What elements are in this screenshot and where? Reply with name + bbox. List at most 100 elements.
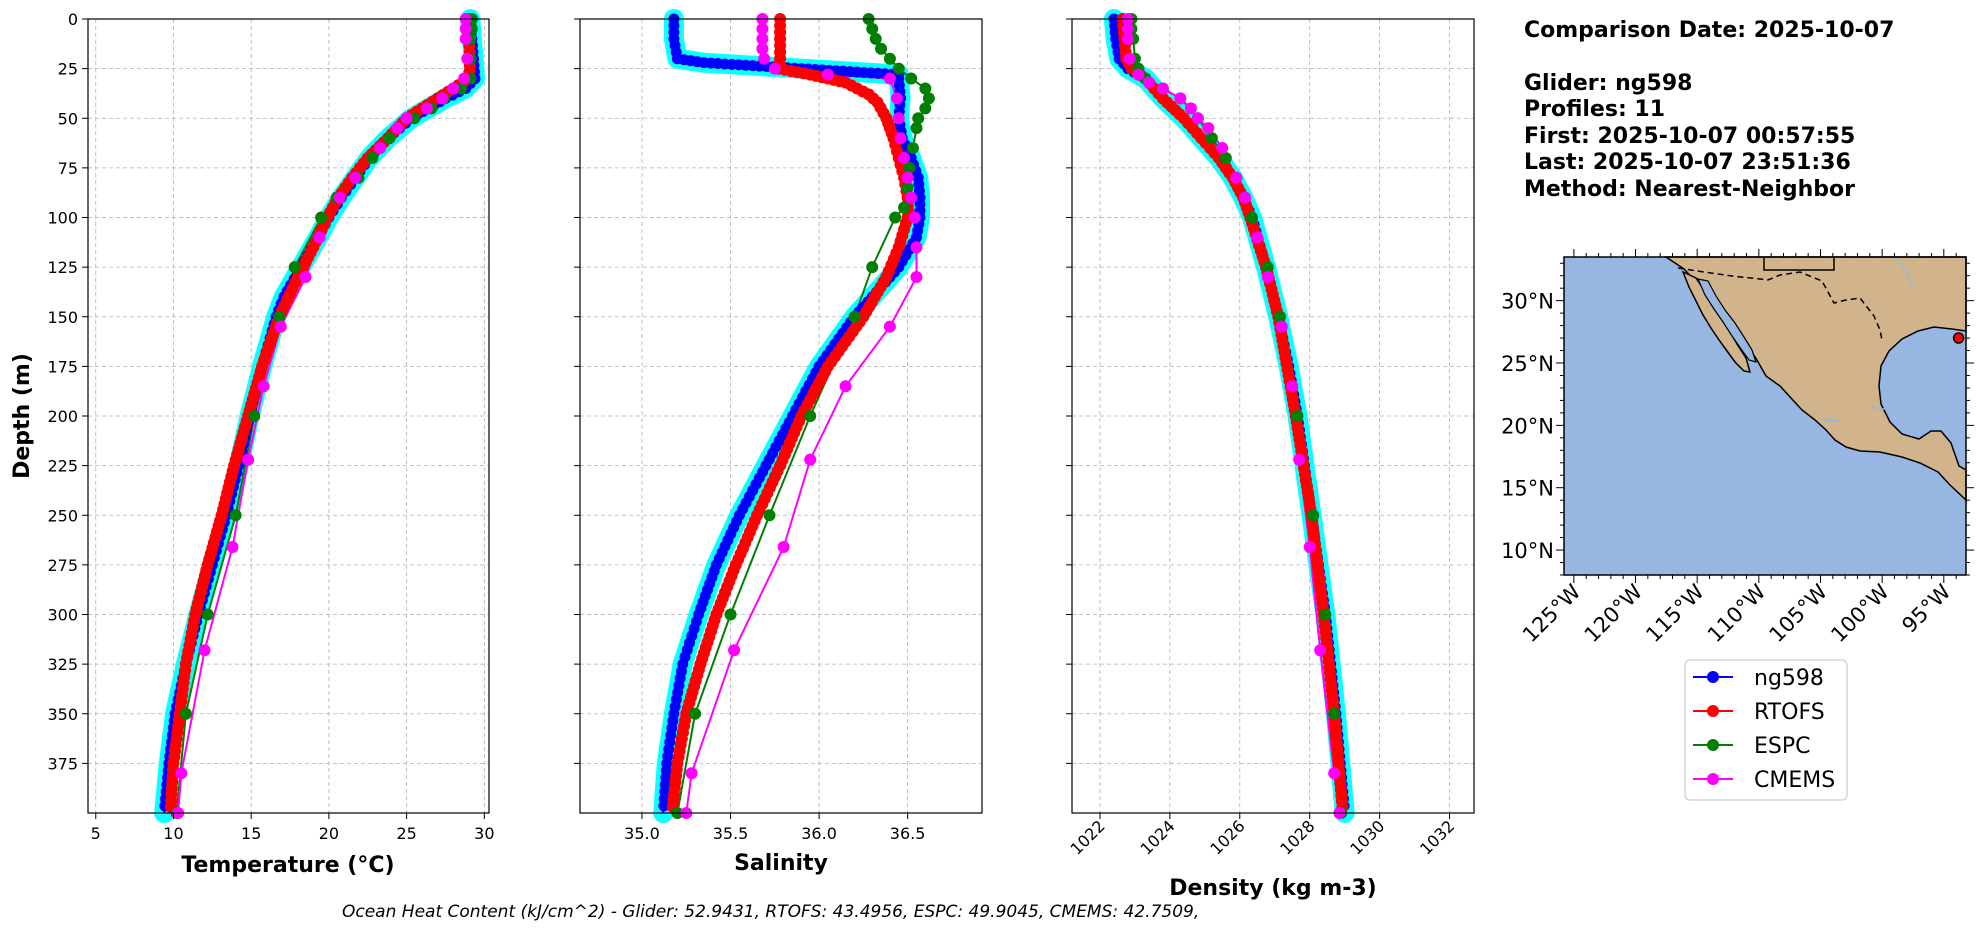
x-tick-label: 30 [474, 824, 494, 843]
cmems-point [299, 271, 312, 284]
info-block: Comparison Date: 2025-10-07 Glider: ng59… [1524, 18, 1894, 202]
comparison-date: Comparison Date: 2025-10-07 [1524, 18, 1894, 43]
cmems-point [894, 132, 907, 145]
x-tick-label: 10 [163, 824, 183, 843]
espc-point [901, 181, 914, 194]
y-tick-label: 375 [47, 754, 78, 773]
x-tick-label: 36.5 [890, 824, 926, 843]
cmems-point [883, 320, 896, 333]
salinity-panel: 35.0 35.5 36.0 36.5 Salinity [574, 9, 983, 876]
espc-point [905, 72, 918, 85]
cmems-point [901, 171, 914, 184]
cmems-point [1314, 644, 1327, 657]
espc-point [919, 82, 932, 95]
cmems-point [400, 112, 413, 125]
map-lon-label: 110°W [1703, 579, 1771, 647]
x-tick-label: 5 [91, 824, 101, 843]
espc-point [892, 62, 905, 75]
espc-point [1205, 132, 1218, 145]
map-lon-label: 100°W [1826, 579, 1894, 647]
cmems-point [728, 644, 741, 657]
cmems-point [1216, 142, 1229, 155]
cmems-point [436, 92, 449, 105]
cmems-point [898, 151, 911, 164]
map-lat-label: 10°N [1501, 539, 1554, 563]
profile-count: Profiles: 11 [1524, 97, 1665, 122]
cmems-point [1121, 32, 1134, 45]
cmems-point [333, 191, 346, 204]
cmems-point [883, 72, 896, 85]
cmems-point [905, 191, 918, 204]
y-tick-label: 175 [47, 357, 78, 376]
espc-point [1328, 707, 1341, 720]
cmems-point [1261, 271, 1274, 284]
espc-point [869, 32, 882, 45]
first-time: First: 2025-10-07 00:57:55 [1524, 124, 1855, 149]
cmems-point [1251, 231, 1264, 244]
legend-marker [1707, 705, 1719, 717]
y-tick-label: 275 [47, 556, 78, 575]
espc-point [866, 22, 879, 35]
state-border [1763, 257, 1835, 271]
legend-marker [1707, 671, 1719, 683]
y-tick-label: 75 [58, 159, 78, 178]
legend-label: RTOFS [1754, 700, 1825, 725]
map-lon-label: 120°W [1580, 579, 1648, 647]
cmems-point [1202, 122, 1215, 135]
cmems-point [1293, 453, 1306, 466]
espc-point [804, 410, 817, 422]
cmems-point [458, 72, 471, 85]
cmems-point [1132, 68, 1145, 81]
location-map: 30°N 25°N 20°N 15°N 10°N 125°W120°W115°W110°W… [1501, 249, 1974, 647]
espc-point [875, 42, 888, 55]
cmems-point [1239, 191, 1252, 204]
glider-point [658, 800, 670, 812]
cmems-point [908, 211, 921, 224]
density-xlabel: Density (kg m-3) [1169, 876, 1377, 901]
salinity-axes-frame [579, 18, 983, 814]
espc-point [848, 310, 861, 323]
espc-point [1219, 151, 1232, 164]
cmems-point [1303, 541, 1316, 554]
y-tick-label: 125 [47, 258, 78, 277]
x-tick-label: 35.5 [713, 824, 749, 843]
cmems-point [804, 453, 817, 466]
map-lon-label: 105°W [1765, 579, 1833, 647]
espc-point [724, 608, 737, 621]
espc-point [1307, 509, 1320, 522]
cmems-point [1123, 52, 1136, 65]
cmems-point [777, 541, 790, 554]
espc-point [889, 211, 902, 224]
espc-point [201, 608, 214, 621]
map-lon-label: 115°W [1641, 579, 1709, 647]
density-panel: 1022 1024 1026 1028 1030 1032 Density (kg m-3… [1066, 9, 1475, 901]
cmems-point [274, 320, 287, 333]
cmems-point [374, 142, 387, 155]
cmems-point [349, 171, 362, 184]
map-lat-label: 15°N [1501, 477, 1554, 501]
y-tick-label: 200 [47, 407, 78, 426]
legend-label: CMEMS [1754, 768, 1835, 793]
map-frame [1563, 256, 1967, 576]
cmems-point [461, 52, 474, 65]
espc-point [315, 211, 328, 224]
cmems-point [1121, 22, 1134, 35]
y-tick-label: 350 [47, 705, 78, 724]
y-tick-label: 100 [47, 209, 78, 228]
map-lat-label: 30°N [1501, 290, 1554, 314]
gulf-of-california [1696, 278, 1757, 363]
cmems-point [459, 22, 472, 35]
cmems-point [226, 541, 239, 554]
espc-point [229, 509, 242, 522]
espc-point [383, 132, 396, 145]
x-tick-label: 25 [396, 824, 416, 843]
cmems-point [910, 241, 923, 254]
legend-label: ng598 [1754, 666, 1824, 691]
cmems-point [756, 42, 769, 55]
cmems-point [685, 767, 698, 780]
espc-point [898, 201, 911, 214]
cmems-point [420, 102, 433, 115]
river [1821, 256, 1913, 422]
x-tick-label: 35.0 [624, 824, 660, 843]
us-border [1677, 267, 1883, 341]
